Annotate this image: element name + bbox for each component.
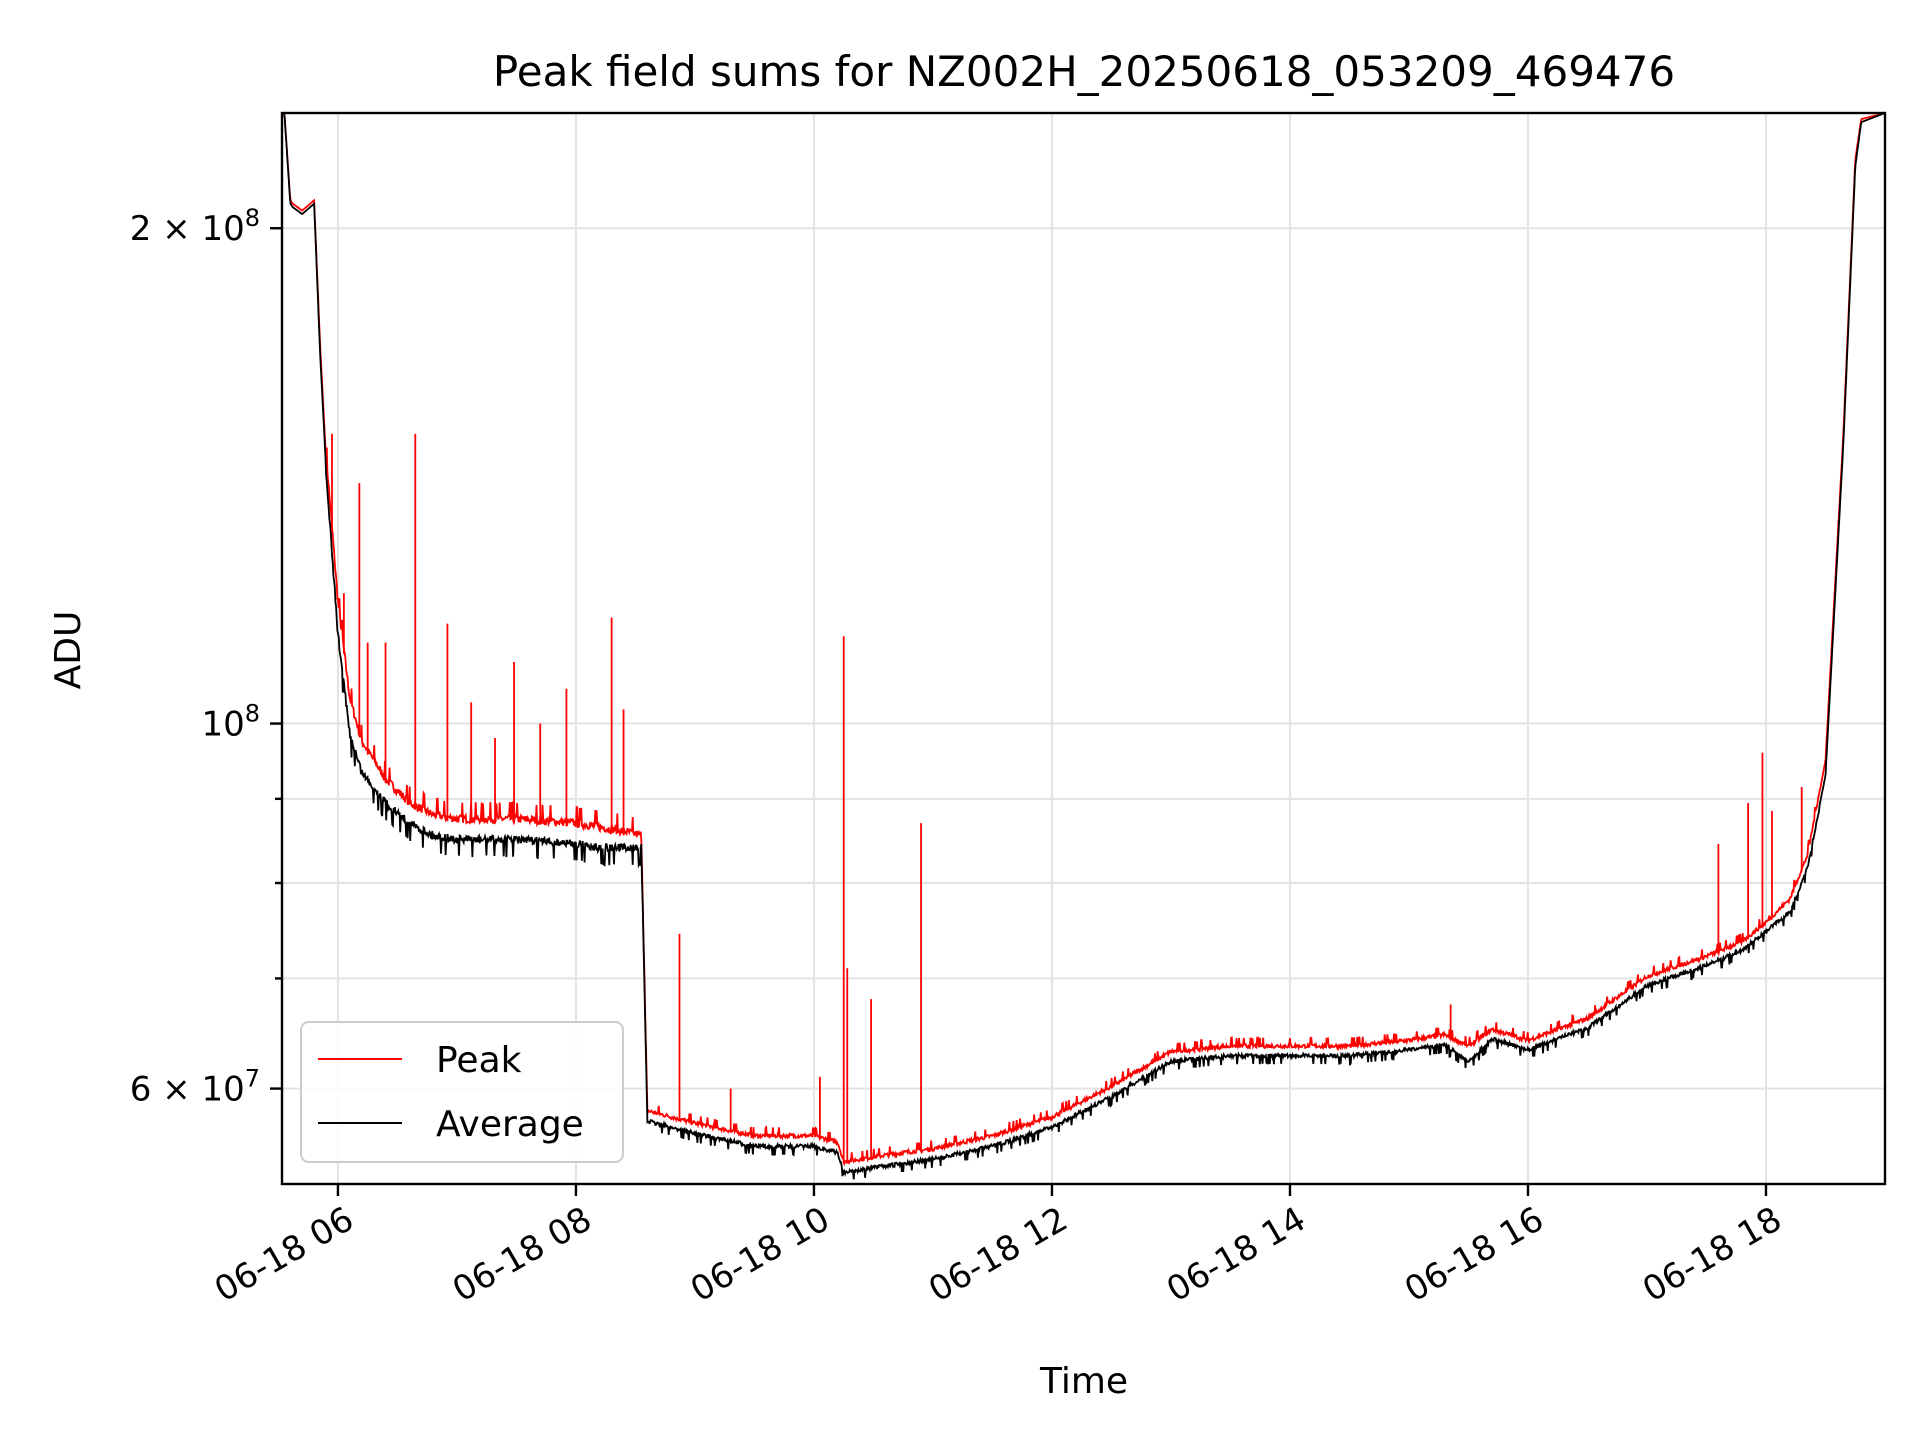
series-line-peak (282, 113, 1885, 1167)
x-tick-label: 06-18 10 (684, 1199, 836, 1310)
chart-title: Peak field sums for NZ002H_20250618_0532… (493, 47, 1675, 96)
x-tick-label: 06-18 08 (446, 1199, 598, 1310)
legend: Peak Average (300, 1021, 624, 1163)
legend-box (300, 1021, 624, 1163)
x-tick-label: 06-18 14 (1160, 1199, 1312, 1310)
y-axis-ticks: 2 × 108 108 6 × 107 (130, 204, 282, 1110)
y-tick-label: 6 × 107 (130, 1065, 260, 1110)
legend-label-peak: Peak (436, 1040, 522, 1081)
x-tick-label: 06-18 18 (1636, 1199, 1788, 1310)
series-layer (282, 113, 1885, 1180)
gridlines (282, 113, 1885, 1184)
x-tick-label: 06-18 12 (922, 1199, 1074, 1310)
y-tick-label: 108 (201, 700, 260, 745)
x-axis-ticks: 06-18 06 06-18 08 06-18 10 06-18 12 06-18 14… (208, 1184, 1788, 1310)
series-line-average (282, 113, 1885, 1180)
legend-label-average: Average (436, 1104, 584, 1145)
y-axis-label: ADU (48, 611, 89, 690)
y-tick-label: 2 × 108 (130, 204, 260, 249)
x-tick-label: 06-18 16 (1398, 1199, 1550, 1310)
x-tick-label: 06-18 06 (208, 1199, 360, 1310)
plot-frame (280, 111, 1887, 1186)
x-axis-label: Time (1039, 1361, 1128, 1402)
